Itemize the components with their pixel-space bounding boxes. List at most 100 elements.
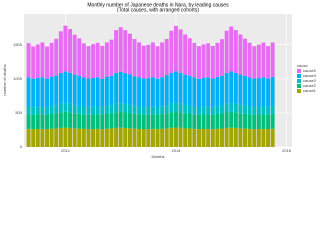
bar-segment (45, 46, 50, 79)
bar-segment (210, 107, 215, 115)
bar-segment (252, 46, 257, 79)
bar-segment (91, 128, 96, 147)
bar-segment (210, 78, 215, 108)
bar-segment (220, 128, 224, 147)
bar-segment (243, 38, 248, 76)
bar-segment (229, 26, 234, 72)
bar-segment (86, 114, 91, 130)
bar-segment (118, 71, 123, 104)
bar-segment (243, 75, 248, 106)
bar-segment (224, 73, 229, 104)
bar-segment (63, 111, 68, 128)
bar-segment (104, 106, 109, 114)
bar-segment (197, 129, 201, 147)
bar-segment (81, 114, 86, 129)
y-tick-label: 0 (20, 144, 23, 149)
legend-label: cause5 (303, 68, 317, 73)
bar-segment (40, 42, 45, 78)
bar-segment (91, 114, 96, 129)
x-tick-label: 2016 (282, 148, 292, 153)
bar-segment (266, 114, 271, 130)
bar-segment (229, 127, 234, 147)
bar-segment (178, 29, 183, 73)
x-tick-label: 2012 (61, 148, 71, 153)
bar-segment (141, 129, 146, 147)
bar-segment (81, 77, 86, 107)
bar-segment (183, 113, 188, 129)
bar-segment (201, 77, 206, 107)
bar-segment (150, 114, 155, 129)
bar-segment (114, 72, 119, 104)
bar-segment (49, 106, 54, 114)
bar-segment (229, 102, 234, 112)
bar-segment (63, 127, 68, 147)
bar-segment (35, 44, 40, 78)
bar-segment (49, 42, 54, 77)
bar-segment (132, 39, 137, 77)
bar-segment (233, 30, 238, 73)
bar-segment (68, 72, 73, 104)
bar-segment (160, 77, 165, 107)
chart-title: Monthly number of Japanese deaths in Nar… (87, 2, 229, 8)
bar-segment (155, 114, 160, 130)
legend-title: cause (297, 63, 308, 68)
bar-segment (91, 44, 96, 78)
bar-segment (81, 43, 86, 78)
bar-segment (187, 38, 192, 76)
bar-segment (173, 102, 178, 112)
bar-segment (49, 76, 54, 107)
bar-segment (35, 106, 40, 115)
bar-segment (104, 128, 109, 147)
bar-segment (26, 114, 31, 129)
x-tick-label: 2014 (172, 148, 182, 153)
bar-segment (160, 106, 165, 115)
bar-segment (238, 34, 243, 75)
bar-segment (118, 27, 123, 72)
bar-segment (137, 77, 142, 107)
bar-segment (26, 43, 31, 78)
bar-segment (100, 45, 105, 79)
bar-segment (201, 106, 206, 115)
bar-segment (114, 127, 119, 147)
bar-segment (173, 25, 178, 72)
bar-segment (54, 128, 59, 147)
bar-segment (247, 77, 252, 107)
bar-segment (114, 103, 119, 113)
bar-segment (77, 105, 82, 114)
bar-segment (261, 42, 266, 78)
bar-segment (215, 113, 220, 129)
bar-segment (197, 107, 201, 115)
bar-segment (45, 129, 50, 147)
bar-segment (238, 128, 243, 147)
bar-segment (100, 129, 105, 147)
bar-segment (187, 105, 192, 114)
bar-segment (178, 127, 183, 147)
bar-segment (31, 129, 36, 147)
bar-segment (270, 113, 275, 129)
legend-swatch (297, 84, 301, 88)
bar-segment (123, 30, 128, 74)
bar-segment (86, 107, 91, 115)
bar-segment (164, 128, 169, 147)
bar-segment (150, 77, 155, 107)
bar-segment (127, 33, 132, 75)
legend-label: cause4 (303, 73, 317, 78)
legend-label: cause2 (303, 83, 317, 88)
bar-segment (86, 78, 91, 108)
bar-segment (210, 129, 215, 147)
bar-segment (247, 42, 252, 78)
bar-segment (160, 128, 165, 147)
bar-segment (183, 105, 188, 114)
bar-segment (109, 39, 114, 76)
bar-segment (266, 129, 271, 147)
bar-segment (197, 78, 201, 108)
bar-segment (77, 38, 82, 76)
bar-segment (127, 104, 132, 114)
y-tick-label: 1000 (13, 76, 23, 81)
bar-segment (238, 104, 243, 114)
bar-segment (266, 107, 271, 115)
bar-segment (178, 112, 183, 128)
bar-segment (40, 106, 45, 115)
bar-segment (91, 77, 96, 107)
bar-segment (54, 38, 59, 76)
